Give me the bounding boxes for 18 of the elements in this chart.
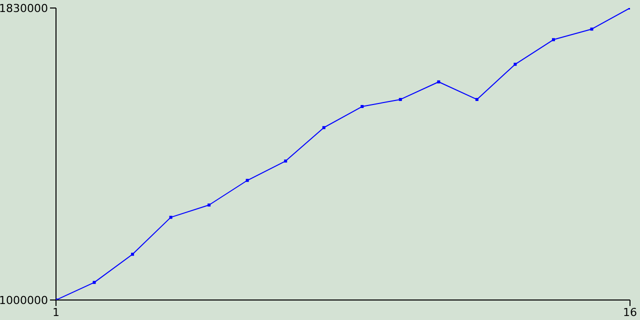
- y-tick-label: 1000000: [0, 294, 48, 307]
- x-tick-label: 16: [623, 306, 637, 319]
- y-tick-label: 1830000: [0, 2, 48, 15]
- point: [208, 204, 211, 207]
- point: [360, 105, 364, 108]
- point: [131, 252, 134, 256]
- point: [552, 38, 555, 42]
- point: [246, 178, 249, 182]
- point: [475, 98, 478, 101]
- x-tick-label: 1: [52, 306, 60, 319]
- point: [590, 28, 594, 31]
- point: [437, 80, 440, 84]
- point: [284, 160, 288, 163]
- point: [322, 126, 326, 130]
- point: [92, 280, 96, 284]
- point: [514, 62, 517, 66]
- point: [398, 98, 402, 101]
- point: [169, 216, 172, 219]
